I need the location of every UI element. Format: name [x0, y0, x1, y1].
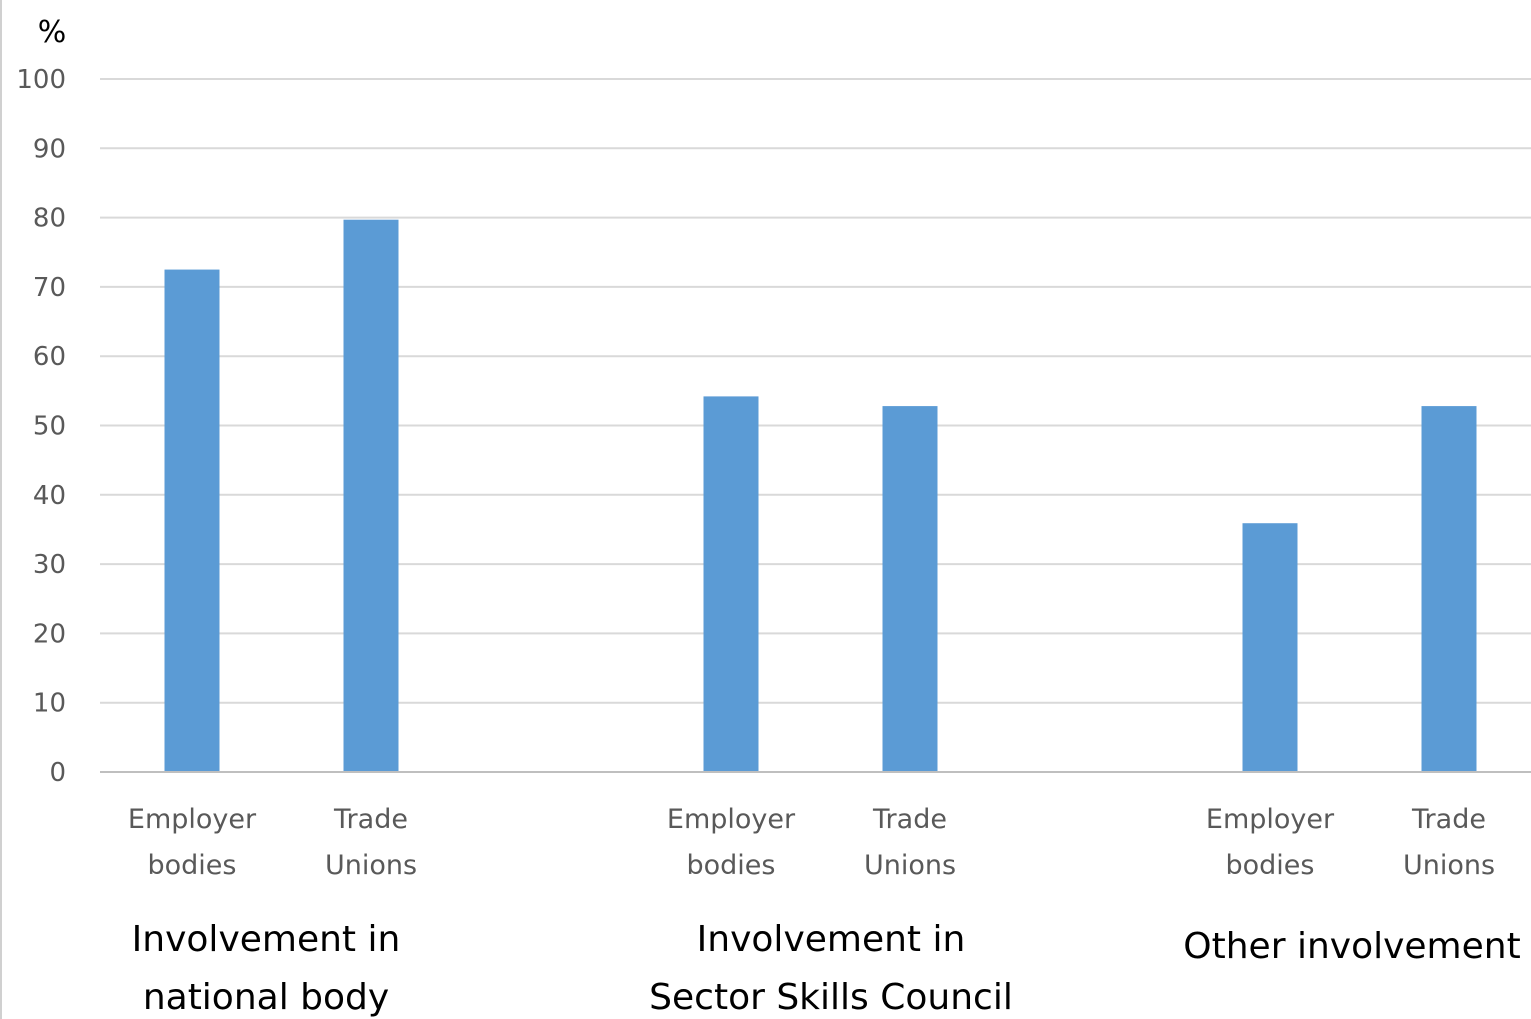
y-tick-label: 50 — [33, 412, 66, 442]
bar — [164, 269, 220, 772]
y-tick-label: 40 — [33, 481, 66, 511]
group-label: Other involvement — [1183, 926, 1520, 967]
bar — [1421, 406, 1477, 772]
category-label: Employer — [1206, 804, 1335, 835]
y-tick-label: 90 — [33, 134, 66, 164]
y-tick-label: 60 — [33, 342, 66, 372]
y-tick-label: 30 — [33, 550, 66, 580]
category-label: bodies — [148, 850, 237, 881]
category-labels: Employer bodies Trade Unions Employer bodies T… — [128, 804, 1495, 881]
gridlines — [100, 78, 1531, 704]
category-label: Unions — [864, 850, 956, 881]
y-tick-label: 0 — [49, 758, 66, 788]
bar — [703, 396, 759, 772]
y-tick-label: 70 — [33, 273, 66, 303]
bar — [1242, 523, 1298, 772]
y-tick-label: 20 — [33, 619, 66, 649]
bars — [164, 219, 1477, 772]
group-label: Involvement in — [697, 919, 966, 960]
y-unit-label: % — [38, 15, 67, 50]
y-tick-labels: 0 10 20 30 40 50 60 70 80 90 100 — [16, 65, 66, 788]
category-label: Unions — [1403, 850, 1495, 881]
category-label: Trade — [1411, 804, 1486, 835]
category-label: bodies — [687, 850, 776, 881]
bar — [343, 219, 399, 772]
group-label: national body — [143, 977, 389, 1018]
category-label: Trade — [333, 804, 408, 835]
bar — [882, 406, 938, 772]
group-label: Involvement in — [132, 919, 401, 960]
category-label: Employer — [128, 804, 257, 835]
y-tick-label: 10 — [33, 689, 66, 719]
category-label: Unions — [325, 850, 417, 881]
y-tick-label: 80 — [33, 204, 66, 234]
category-label: Employer — [667, 804, 796, 835]
category-label: bodies — [1226, 850, 1315, 881]
group-labels: Involvement in national body Involvement i… — [132, 919, 1521, 1018]
y-tick-label: 100 — [16, 65, 66, 95]
category-label: Trade — [872, 804, 947, 835]
group-label: Sector Skills Council — [649, 977, 1013, 1018]
